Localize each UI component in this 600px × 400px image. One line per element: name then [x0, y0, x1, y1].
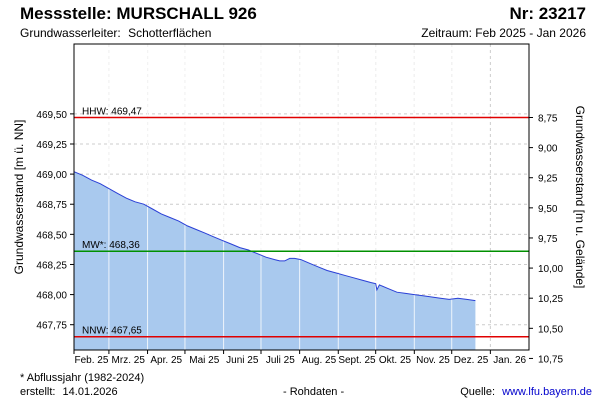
- station-title: Messstelle: MURSCHALL 926: [20, 4, 257, 23]
- source-link[interactable]: www.lfu.bayern.de: [502, 386, 592, 398]
- reference-label: NNW: 467,65: [82, 326, 142, 337]
- y-tick-label: 468,50: [36, 230, 67, 241]
- y2-tick-label: 8,75: [538, 113, 558, 124]
- x-tick-label: Feb. 25: [74, 355, 108, 366]
- y-tick-label: 469,50: [36, 110, 67, 121]
- y-tick-label: 469,25: [36, 140, 67, 151]
- y-tick-label: 467,75: [36, 321, 67, 332]
- y2-tick-label: 10,00: [538, 264, 563, 275]
- x-tick-label: Okt. 25: [379, 355, 412, 366]
- y-tick-label: 468,75: [36, 200, 67, 211]
- aquifer-value: Schotterflächen: [128, 26, 212, 40]
- y-axis-label: Grundwasserstand [m ü. NN]: [12, 120, 26, 275]
- x-tick-label: Apr. 25: [150, 355, 182, 366]
- x-tick-label: Mrz. 25: [112, 355, 146, 366]
- y2-tick-label: 10,50: [538, 324, 563, 335]
- level-area: [74, 171, 476, 350]
- reference-label: MW*: 468,36: [82, 240, 140, 251]
- x-tick-label: Juli 25: [266, 355, 295, 366]
- aquifer-label: Grundwasserleiter:: [20, 26, 121, 40]
- y2-tick-label: 9,25: [538, 174, 558, 185]
- source-info: Quelle: www.lfu.bayern.de: [460, 386, 592, 398]
- y-tick-label: 468,25: [36, 260, 67, 271]
- x-tick-label: Jan. 26: [493, 355, 526, 366]
- footnote: * Abflussjahr (1982-2024): [20, 372, 145, 384]
- created-date: 14.01.2026: [62, 386, 118, 398]
- period-label: Zeitraum: Feb 2025 - Jan 2026: [421, 26, 586, 40]
- raw-data-note: - Rohdaten -: [283, 386, 345, 398]
- plot-frame: [73, 43, 530, 351]
- source-label: Quelle:: [460, 386, 496, 398]
- aquifer-info: Grundwasserleiter: Schotterflächen: [20, 26, 211, 40]
- y2-tick-label: 10,25: [538, 294, 563, 305]
- x-tick-label: Juni 25: [226, 355, 259, 366]
- y2-tick-label: 9,50: [538, 204, 558, 215]
- level-line: [73, 171, 476, 302]
- created-label: erstellt:: [20, 386, 56, 398]
- x-tick-label: Dez. 25: [454, 355, 489, 366]
- y2-tick-label: 10,75: [538, 354, 563, 365]
- x-tick-label: Mai 25: [189, 355, 219, 366]
- y-tick-label: 469,00: [36, 170, 67, 181]
- y-tick-label: 468,00: [36, 291, 67, 302]
- reference-label: HHW: 469,47: [82, 106, 142, 117]
- x-tick-label: Sept. 25: [338, 355, 376, 366]
- created-info: erstellt: 14.01.2026: [20, 386, 118, 398]
- station-number: Nr: 23217: [509, 4, 586, 23]
- x-tick-label: Nov. 25: [416, 355, 450, 366]
- y2-tick-label: 9,00: [538, 144, 558, 155]
- y2-tick-label: 9,75: [538, 234, 558, 245]
- y2-axis-label: Grundwasserstand [m u. Gelände]: [573, 106, 587, 289]
- x-tick-label: Aug. 25: [302, 355, 337, 366]
